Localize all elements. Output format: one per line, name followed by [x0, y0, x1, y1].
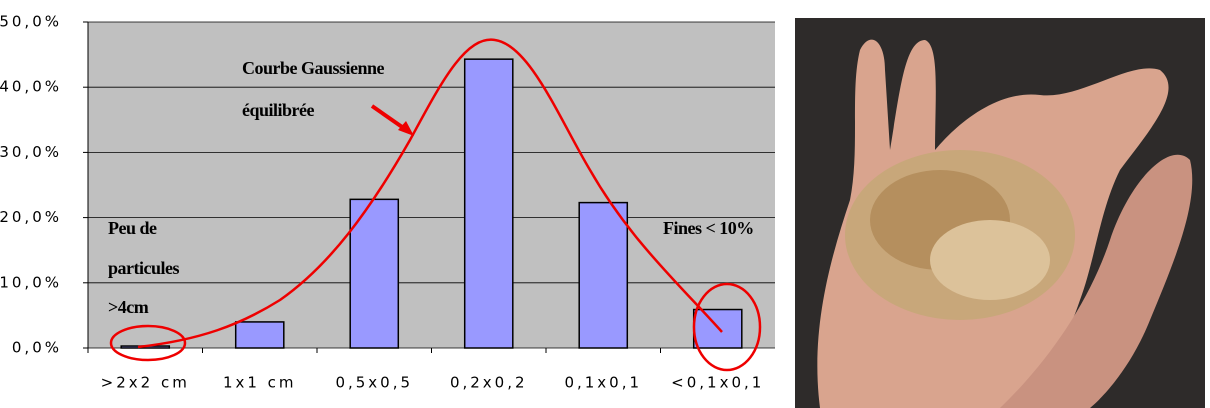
y-tick-label: 50,0%	[0, 13, 62, 31]
bar	[463, 58, 514, 349]
grid	[83, 21, 775, 353]
bars	[120, 58, 743, 349]
plot-area	[88, 22, 775, 348]
annotation: Courbe Gaussienne	[242, 58, 385, 78]
annotation: Fines < 10%	[663, 218, 754, 238]
y-tick-label: 20,0%	[0, 208, 62, 226]
annotation: équilibrée	[242, 100, 315, 120]
x-tick-label: 0,1x0,1	[564, 374, 642, 392]
y-tick-label: 10,0%	[0, 273, 62, 291]
annotation: Peu de	[108, 218, 157, 238]
x-tick-label: 1x1 cm	[223, 374, 297, 392]
y-tick-label: 0,0%	[12, 339, 62, 357]
x-tick-label: 0,2x0,2	[450, 374, 528, 392]
wood-chips	[930, 220, 1050, 300]
photo	[795, 18, 1205, 408]
highlight-ellipse	[109, 324, 187, 362]
bar	[349, 198, 400, 349]
annotation: >4cm	[108, 297, 149, 317]
arrow-head	[398, 121, 414, 136]
bar	[692, 308, 743, 349]
y-tick-label: 40,0%	[0, 78, 62, 96]
x-tick-label: 0,5x0,5	[335, 374, 413, 392]
bar	[578, 201, 629, 349]
bar	[234, 321, 285, 349]
y-tick-label: 30,0%	[0, 143, 62, 161]
hand	[1000, 154, 1193, 408]
arrow	[370, 104, 407, 131]
gaussian-curve	[137, 38, 723, 349]
highlight-ellipse	[692, 282, 762, 372]
x-tick-label: >2x2 cm	[101, 374, 190, 392]
annotation: particules	[108, 258, 179, 278]
x-tick-label: <0,1x0,1	[671, 374, 764, 392]
